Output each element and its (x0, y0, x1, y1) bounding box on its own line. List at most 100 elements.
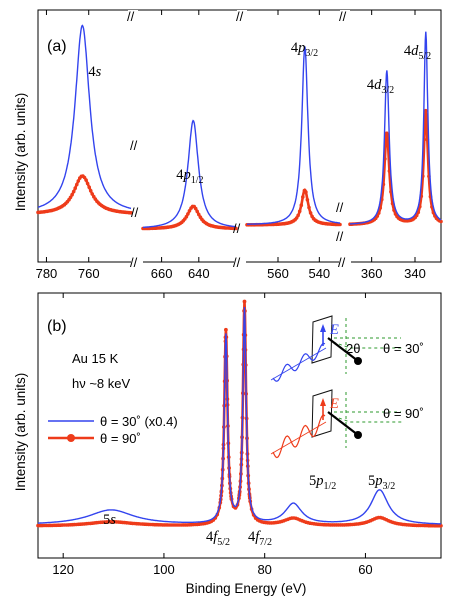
axis-break-mask-top (128, 10, 138, 25)
peak-label-5p1/2: 5p1/2 (309, 473, 336, 492)
data-point-theta90 (384, 131, 389, 136)
data-point-theta90 (70, 192, 74, 197)
axis-break-top: // (127, 9, 135, 24)
data-point-theta90 (193, 206, 198, 211)
series-line-theta30 (38, 306, 441, 525)
sample-plane (311, 315, 333, 364)
peak-label-4p1/2: 4p1/2 (176, 167, 203, 186)
x-tick-label-a: 660 (151, 266, 173, 281)
panel-label-a: (a) (47, 38, 67, 55)
e-vector-arrowhead (320, 398, 326, 406)
x-tick-label-a: 340 (404, 266, 426, 281)
inset-theta30: E (270, 315, 403, 382)
detector-dot (354, 431, 362, 439)
peak-label-5s: 5s (103, 512, 116, 528)
data-point-theta90 (84, 178, 88, 182)
series-line-theta30-seg2 (143, 119, 237, 228)
peak-label-5p3/2: 5p3/2 (368, 473, 395, 492)
data-point-theta90 (305, 198, 310, 202)
data-point-theta90 (301, 195, 305, 199)
data-point-theta90 (68, 195, 73, 200)
emission-direction-line (327, 411, 359, 436)
beam-axis-line (270, 347, 327, 381)
axis-break-top: // (339, 9, 347, 24)
peak-label-4d5/2: 4d5/2 (404, 43, 431, 62)
data-point-theta90 (299, 203, 304, 207)
peak-label-4f5/2: 4f5/2 (206, 529, 230, 548)
x-tick-label-a: 360 (361, 266, 383, 281)
data-point-theta90 (73, 186, 77, 190)
x-tick-label-a: 540 (308, 266, 330, 281)
inset-label-theta90: θ = 90˚ (383, 406, 424, 421)
axis-break-bottom: // (233, 255, 241, 270)
data-point-theta90 (296, 213, 300, 218)
curve-break-mark: // (130, 138, 138, 153)
legend-label-theta90: θ = 90˚ (100, 431, 141, 446)
data-point-theta90 (184, 214, 189, 219)
axis-break-bottom: // (130, 255, 138, 270)
series-line-theta30-seg1 (37, 24, 132, 210)
axis-break-mask-bottom (339, 255, 351, 267)
axis-break-mask-top (340, 10, 350, 25)
inset-label-theta30: θ = 30˚ (383, 341, 424, 356)
data-point-theta90 (294, 216, 299, 220)
series-line-theta30-seg4 (350, 31, 442, 225)
emission-direction-line (327, 337, 359, 362)
peak-label-4d3/2: 4d3/2 (367, 77, 394, 96)
axis-break-top: // (236, 9, 244, 24)
peak-label-4f7/2: 4f7/2 (248, 529, 272, 548)
beam-axis-line (270, 421, 327, 455)
data-point-theta90 (197, 212, 201, 217)
data-point-theta90 (304, 190, 308, 194)
data-point-theta90 (308, 211, 313, 215)
data-point-theta90 (234, 226, 238, 231)
detector-dot (354, 357, 362, 365)
data-point-theta90 (76, 179, 81, 183)
data-point-theta90 (307, 205, 311, 210)
axis-break-mask-top (237, 10, 247, 25)
data-point-theta90 (224, 327, 228, 332)
data-point-theta90 (439, 219, 443, 224)
y-axis-label-a: Intensity (arb. units) (13, 93, 28, 212)
angle-label: 2θ (346, 341, 360, 356)
data-point-theta90 (88, 188, 93, 193)
plot-frame-b (37, 292, 442, 559)
photon-energy-label: hν ~8 keV (72, 376, 131, 391)
curve-break-mark: // (336, 200, 344, 215)
data-point-theta90 (195, 209, 199, 214)
x-tick-label-a: 640 (188, 266, 210, 281)
sample-plane (311, 389, 333, 438)
panel-b: (b) 120 100 80 60 5s 4f5/2 4f7/2 5p1/2 5p3/2 Au 15… (36, 292, 443, 577)
peak-label-4s: 4s (88, 64, 101, 80)
data-point-theta90 (187, 209, 192, 213)
data-point-theta90 (439, 524, 443, 528)
curve-break-mark: // (336, 229, 344, 244)
panel-label-b: (b) (47, 318, 67, 335)
x-tick-label-b: 100 (153, 562, 175, 577)
x-tick-label-b: 120 (52, 562, 74, 577)
e-field-label: E (329, 396, 339, 412)
sample-label: Au 15 K (72, 351, 119, 366)
x-tick-label-b: 80 (257, 562, 271, 577)
legend-marker-theta90 (67, 434, 75, 442)
data-point-theta90 (297, 209, 302, 214)
curve-break-mark: // (131, 205, 139, 220)
data-point-theta90 (90, 192, 94, 196)
x-tick-label-a: 780 (36, 266, 58, 281)
inset-theta90: E (270, 389, 403, 459)
series-line-theta30-seg3 (247, 46, 340, 225)
data-point-theta90 (75, 182, 79, 187)
peak-label-4p3/2: 4p3/2 (291, 40, 318, 59)
curve-break-mark: // (233, 221, 241, 236)
data-point-theta90 (71, 189, 76, 194)
data-point-theta90 (233, 506, 238, 510)
data-point-theta90 (129, 211, 133, 215)
e-field-label: E (329, 322, 339, 338)
x-tick-label-b: 60 (358, 562, 372, 577)
y-axis-label-b: Intensity (arb. units) (13, 373, 28, 492)
series-line-theta90-seg1 (38, 174, 132, 215)
data-point-theta90 (87, 185, 91, 189)
axis-break-bottom: // (338, 255, 346, 270)
data-point-theta90 (242, 299, 247, 304)
